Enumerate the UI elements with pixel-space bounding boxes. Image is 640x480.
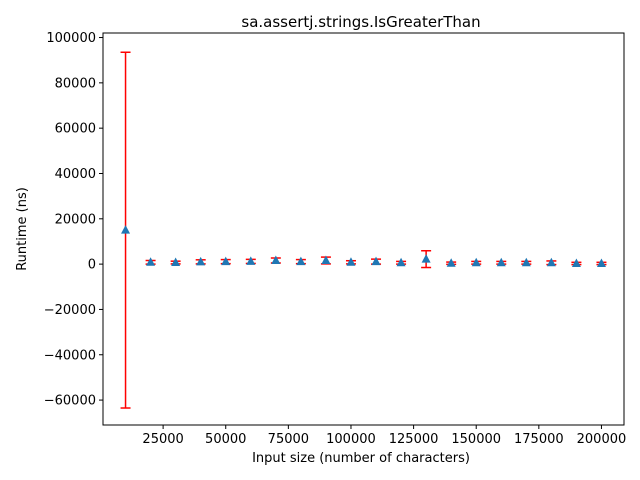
chart-title: sa.assertj.strings.IsGreaterThan bbox=[241, 13, 480, 31]
data-point bbox=[196, 256, 206, 266]
x-tick-label: 200000 bbox=[577, 432, 627, 447]
data-point bbox=[521, 257, 531, 267]
data-point bbox=[321, 255, 331, 264]
data-point bbox=[596, 258, 606, 267]
data-point bbox=[446, 258, 456, 267]
x-tick-label: 100000 bbox=[326, 432, 376, 447]
y-tick-label: 60000 bbox=[55, 122, 96, 137]
data-point bbox=[121, 225, 131, 234]
y-tick-label: −60000 bbox=[44, 394, 96, 409]
y-tick-label: −20000 bbox=[44, 303, 96, 318]
x-axis-label: Input size (number of characters) bbox=[252, 451, 470, 466]
data-point bbox=[546, 257, 556, 267]
data-point bbox=[296, 256, 306, 266]
data-point bbox=[246, 256, 256, 265]
data-point bbox=[571, 258, 581, 267]
x-tick-label: 150000 bbox=[451, 432, 501, 447]
y-tick-label: −40000 bbox=[44, 348, 96, 363]
x-tick-label: 50000 bbox=[205, 432, 246, 447]
data-point bbox=[371, 256, 381, 266]
x-tick-label: 75000 bbox=[268, 432, 309, 447]
data-point bbox=[396, 257, 406, 267]
y-tick-label: 80000 bbox=[55, 76, 96, 91]
y-tick-label: 20000 bbox=[55, 212, 96, 227]
data-point bbox=[146, 257, 156, 266]
x-tick-label: 125000 bbox=[389, 432, 439, 447]
axes-frame bbox=[102, 32, 625, 426]
data-point bbox=[496, 257, 506, 267]
x-axis: 25000 50000 75000 100000 125000 150000 175000 2… bbox=[142, 425, 626, 447]
y-tick-label: 0 bbox=[88, 258, 96, 273]
data-point bbox=[271, 255, 281, 264]
y-axis-label: Runtime (ns) bbox=[15, 187, 30, 271]
data-point bbox=[171, 257, 181, 267]
y-tick-label: 100000 bbox=[46, 31, 96, 46]
plot-area bbox=[120, 51, 607, 409]
x-tick-label: 25000 bbox=[142, 432, 183, 447]
data-point bbox=[471, 257, 481, 267]
y-tick-label: 40000 bbox=[55, 167, 96, 182]
y-axis: −60000 −40000 −20000 0 20000 40000 60000 80000 1… bbox=[44, 31, 103, 409]
data-point bbox=[221, 256, 231, 266]
data-point bbox=[346, 257, 356, 266]
x-tick-label: 175000 bbox=[514, 432, 564, 447]
data-point bbox=[421, 254, 431, 263]
